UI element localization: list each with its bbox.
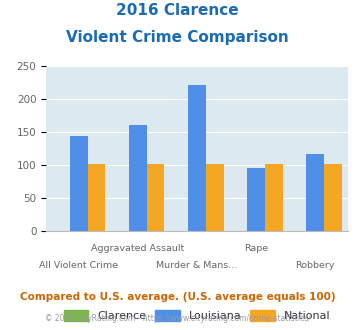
Bar bbox=[147, 164, 164, 231]
Text: Murder & Mans...: Murder & Mans... bbox=[157, 261, 237, 270]
Bar bbox=[206, 164, 224, 231]
Bar bbox=[188, 85, 206, 231]
Bar bbox=[129, 125, 147, 231]
Bar bbox=[70, 136, 88, 231]
Legend: Clarence, Louisiana, National: Clarence, Louisiana, National bbox=[59, 306, 335, 326]
Text: Rape: Rape bbox=[244, 244, 268, 253]
Bar bbox=[265, 164, 283, 231]
Text: Compared to U.S. average. (U.S. average equals 100): Compared to U.S. average. (U.S. average … bbox=[20, 292, 335, 302]
Bar bbox=[247, 168, 265, 231]
Text: All Violent Crime: All Violent Crime bbox=[39, 261, 118, 270]
Text: Violent Crime Comparison: Violent Crime Comparison bbox=[66, 30, 289, 45]
Text: © 2025 CityRating.com - https://www.cityrating.com/crime-statistics/: © 2025 CityRating.com - https://www.city… bbox=[45, 314, 310, 323]
Bar bbox=[306, 154, 324, 231]
Bar bbox=[88, 164, 105, 231]
Bar bbox=[324, 164, 342, 231]
Text: Robbery: Robbery bbox=[296, 261, 335, 270]
Text: Aggravated Assault: Aggravated Assault bbox=[91, 244, 185, 253]
Text: 2016 Clarence: 2016 Clarence bbox=[116, 3, 239, 18]
